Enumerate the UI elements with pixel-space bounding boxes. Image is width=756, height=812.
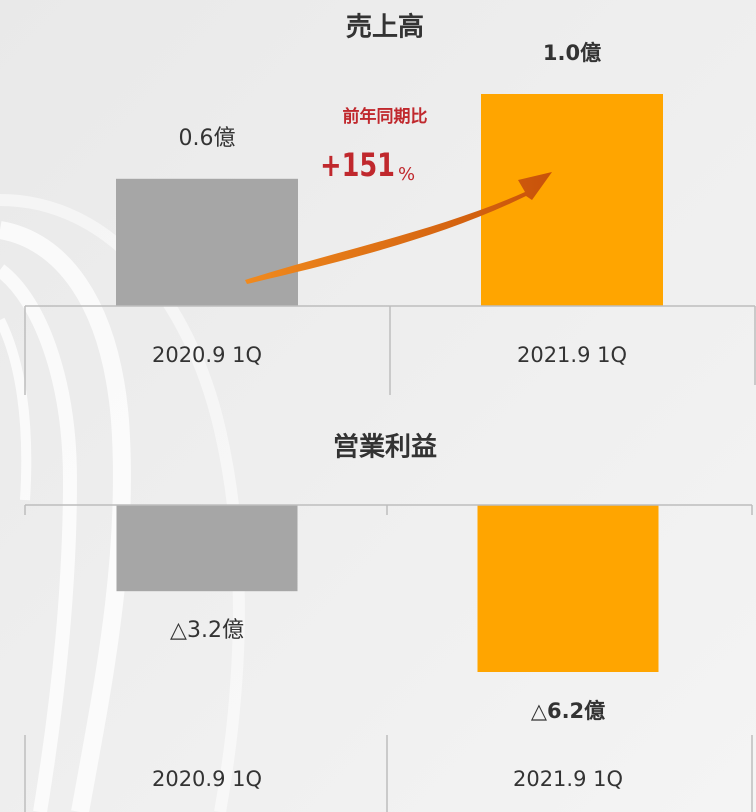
annotation-unit: % <box>398 164 415 185</box>
chart-title: 売上高 <box>346 12 424 43</box>
axis-frame <box>24 504 753 515</box>
annotation-text: 前年同期比 <box>343 106 428 127</box>
x-tick-label: 2021.9 1Q <box>513 767 623 791</box>
growth-arrow <box>245 172 552 284</box>
bar <box>477 505 659 672</box>
category-frame <box>24 305 756 395</box>
bar <box>116 505 298 592</box>
x-tick-label: 2021.9 1Q <box>517 343 627 367</box>
chart-title: 営業利益 <box>333 433 437 463</box>
category-frame <box>24 735 753 812</box>
value-label: △6.2億 <box>531 699 605 723</box>
value-label: 1.0億 <box>543 41 601 65</box>
x-tick-label: 2020.9 1Q <box>152 767 262 791</box>
annotation-number: +151 <box>320 146 395 184</box>
value-label: 0.6億 <box>179 126 236 151</box>
background-arcs <box>0 194 245 812</box>
x-tick-label: 2020.9 1Q <box>152 343 262 367</box>
bar <box>116 178 298 306</box>
value-label: △3.2億 <box>170 618 244 643</box>
